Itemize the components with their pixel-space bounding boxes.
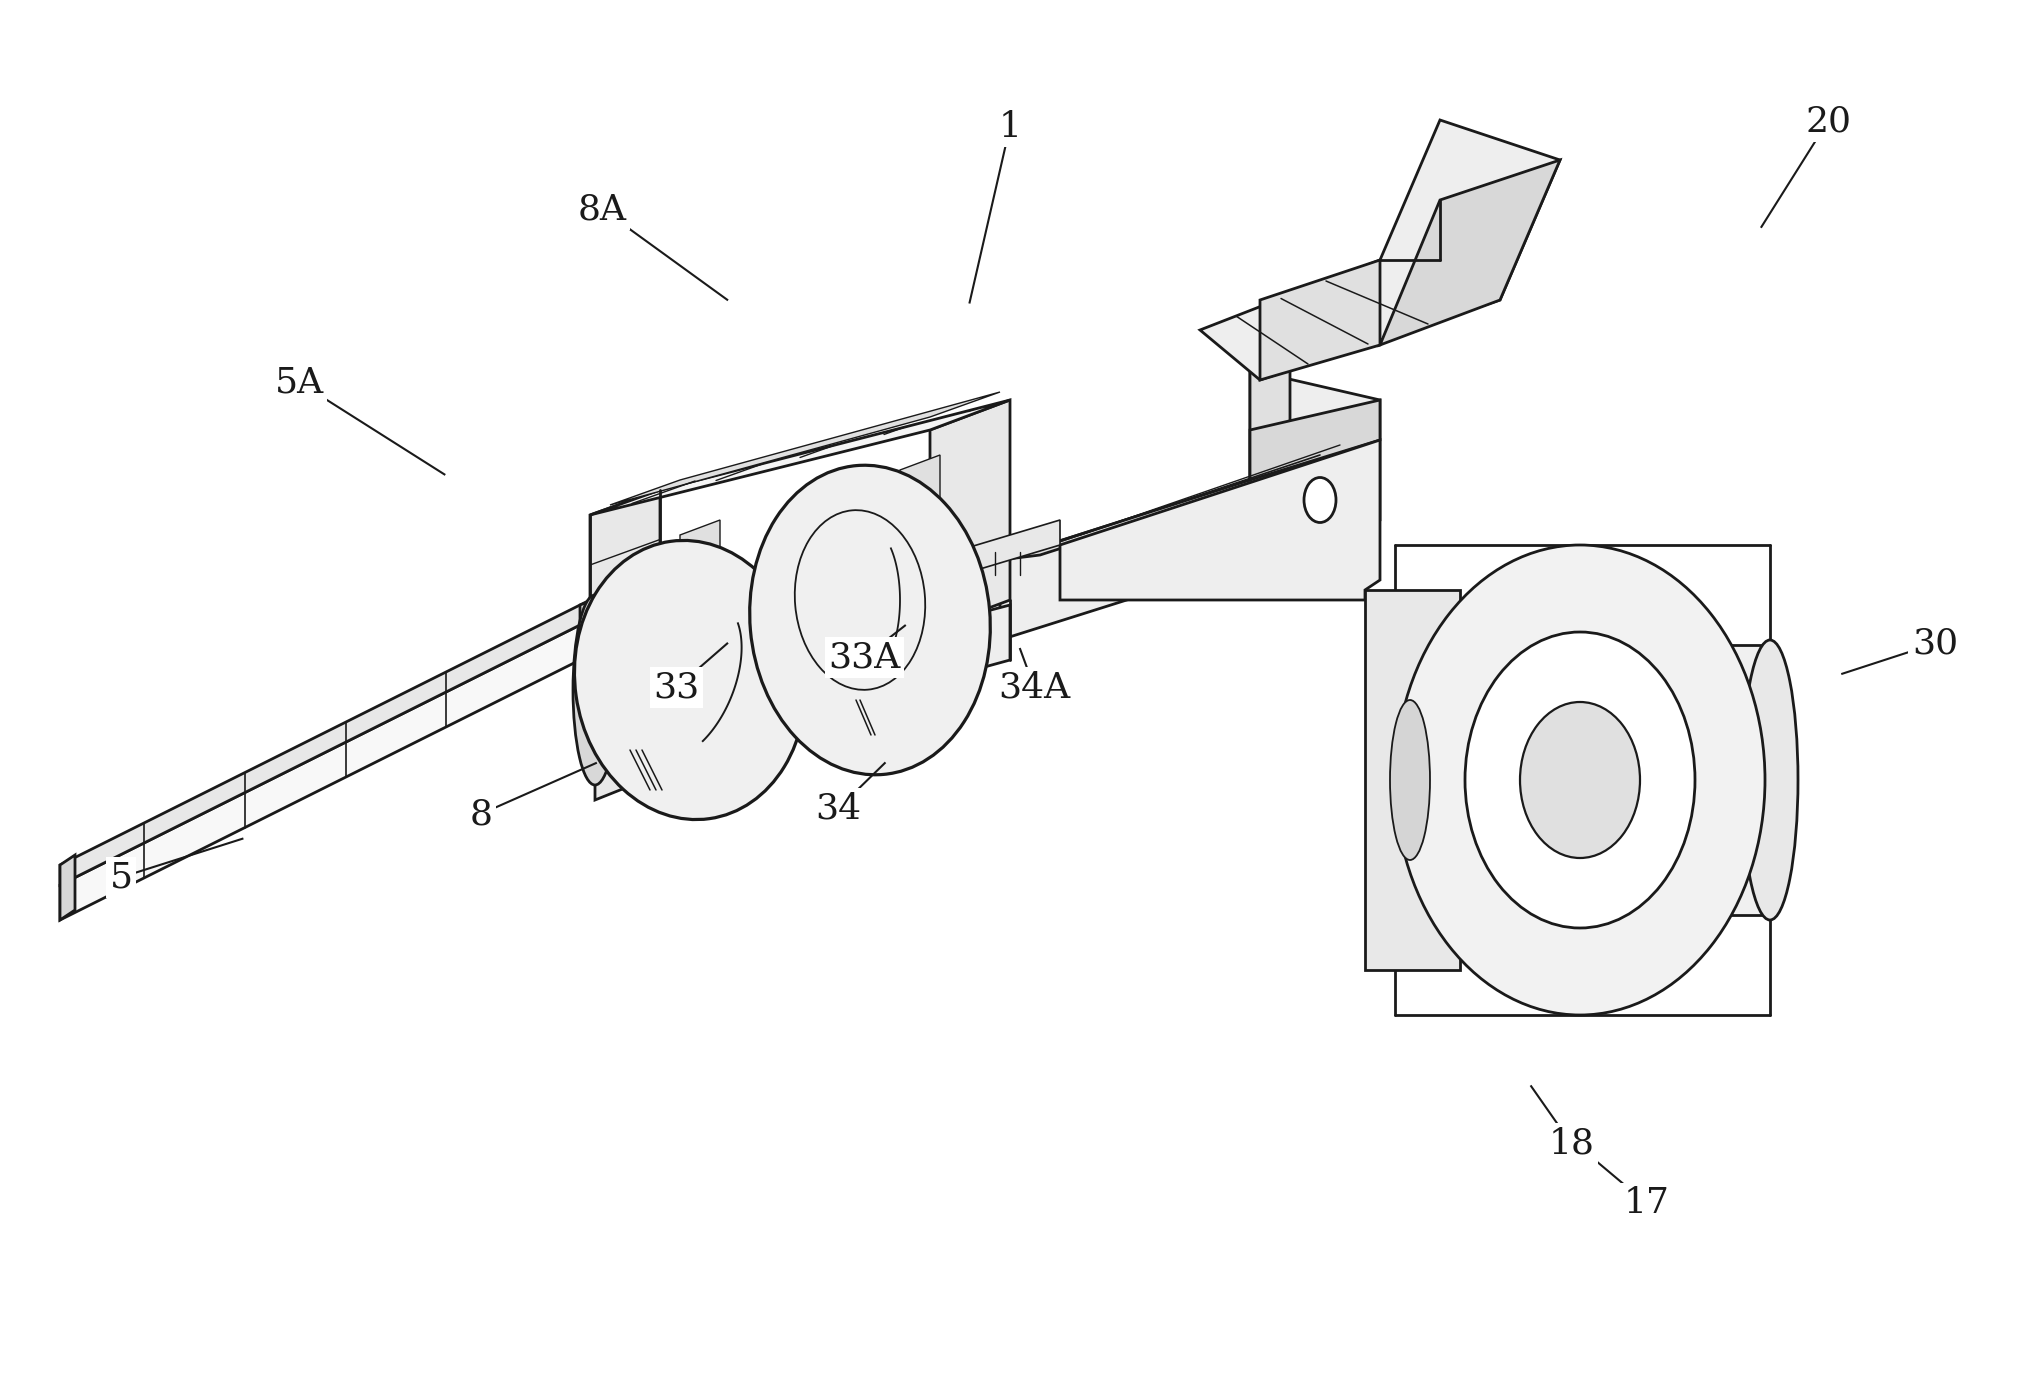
Text: 17: 17: [1624, 1187, 1669, 1220]
Text: 1: 1: [998, 110, 1022, 143]
Text: 5: 5: [109, 861, 133, 894]
Polygon shape: [929, 400, 1010, 630]
Ellipse shape: [1464, 632, 1695, 928]
Polygon shape: [1260, 260, 1380, 380]
Polygon shape: [61, 584, 620, 886]
Polygon shape: [580, 590, 620, 639]
Text: 18: 18: [1549, 1128, 1594, 1160]
Polygon shape: [1250, 400, 1380, 480]
Text: 8: 8: [469, 798, 493, 830]
Polygon shape: [61, 855, 75, 920]
Polygon shape: [681, 520, 719, 681]
Ellipse shape: [749, 465, 990, 774]
Polygon shape: [1000, 370, 1380, 639]
Text: 34: 34: [816, 792, 861, 825]
Ellipse shape: [673, 580, 717, 760]
Ellipse shape: [1396, 544, 1765, 1015]
Ellipse shape: [1305, 477, 1335, 522]
Ellipse shape: [1741, 639, 1798, 920]
Polygon shape: [1396, 645, 1770, 914]
Polygon shape: [596, 580, 695, 800]
Ellipse shape: [1368, 639, 1422, 920]
Text: 33A: 33A: [828, 641, 901, 674]
Ellipse shape: [574, 595, 616, 785]
Text: 33: 33: [654, 671, 699, 704]
Polygon shape: [960, 520, 1060, 575]
Polygon shape: [590, 400, 1010, 516]
Polygon shape: [901, 455, 939, 615]
Text: 34A: 34A: [998, 671, 1071, 704]
Polygon shape: [1060, 440, 1380, 600]
Polygon shape: [1366, 590, 1460, 969]
Polygon shape: [1200, 120, 1559, 380]
Ellipse shape: [574, 540, 806, 820]
Ellipse shape: [1390, 700, 1430, 859]
Polygon shape: [1000, 360, 1291, 560]
Ellipse shape: [1519, 703, 1640, 858]
Text: 30: 30: [1913, 627, 1957, 660]
Polygon shape: [610, 392, 1000, 505]
Polygon shape: [590, 605, 1010, 775]
Text: 20: 20: [1806, 104, 1850, 138]
Text: 5A: 5A: [275, 366, 323, 399]
Polygon shape: [1380, 160, 1559, 345]
Text: 8A: 8A: [578, 193, 626, 226]
Polygon shape: [590, 490, 661, 715]
Polygon shape: [61, 605, 620, 920]
